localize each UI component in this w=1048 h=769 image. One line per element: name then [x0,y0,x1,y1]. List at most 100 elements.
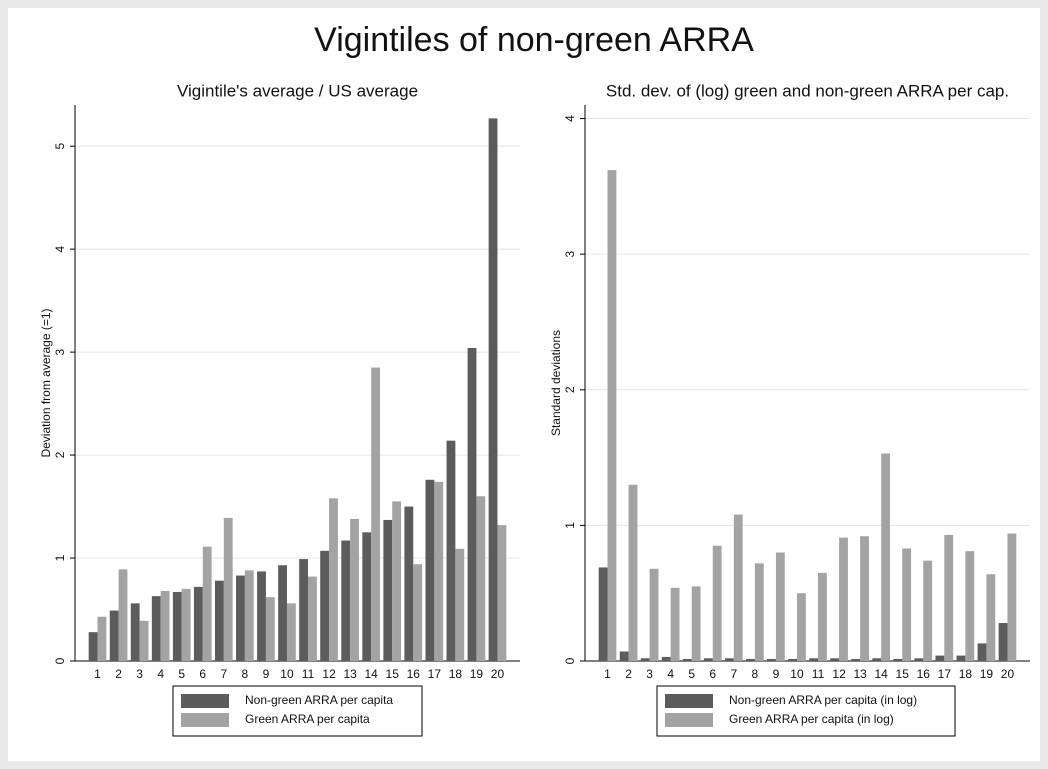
bar [754,563,764,661]
x-tick-label: 12 [832,667,846,681]
bar [767,658,776,661]
x-tick-label: 16 [407,667,421,681]
bar [265,597,275,661]
bar [977,643,987,661]
bar [712,545,722,661]
bar [965,551,975,661]
y-tick-label: 4 [563,115,577,122]
bar [181,588,191,661]
x-tick-label: 4 [667,667,674,681]
x-tick-label: 1 [604,667,611,681]
legend-label: Non-green ARRA per capita [245,693,393,707]
x-tick-label: 17 [428,667,442,681]
bar [944,534,954,661]
bar [902,548,912,661]
bar [691,586,701,661]
bar [956,655,966,661]
chart-title: Std. dev. of (log) green and non-green A… [606,81,1009,100]
x-tick-label: 19 [980,667,994,681]
y-tick-label: 1 [53,554,67,561]
y-tick-label: 5 [53,143,67,150]
bar [649,568,659,661]
x-tick-label: 8 [752,667,759,681]
x-tick-label: 2 [625,667,632,681]
bar [341,540,351,661]
bar [193,586,203,661]
legend-box [172,685,423,737]
bar [818,572,827,661]
bar [851,658,861,661]
bar [703,658,713,661]
bar [425,479,435,661]
x-tick-label: 6 [199,667,206,681]
legend-label: Non-green ARRA per capita (in log) [729,693,917,707]
y-axis-label: Standard deviations [549,330,563,436]
bar [88,632,98,661]
legend-label: Green ARRA per capita (in log) [729,712,894,726]
bar [733,514,743,661]
x-tick-label: 10 [280,667,294,681]
x-tick-label: 6 [709,667,716,681]
bar [607,170,617,661]
x-tick-label: 11 [812,667,825,681]
bar [746,658,755,661]
bar [860,536,869,661]
bar [497,525,507,661]
bar [118,569,128,661]
bar [286,603,296,661]
bar [172,592,182,661]
chart-title: Vigintile's average / US average [177,81,418,100]
x-tick-label: 20 [1001,667,1015,681]
bar [236,575,245,661]
bar [881,453,891,661]
x-tick-label: 18 [449,667,463,681]
bar [139,620,149,661]
bar [809,658,819,661]
y-tick-label: 0 [563,657,577,664]
bar [914,658,924,661]
y-tick-label: 3 [53,348,67,355]
y-tick-label: 0 [53,657,67,664]
x-tick-label: 3 [136,667,143,681]
bar [1007,533,1017,661]
x-tick-label: 12 [322,667,336,681]
bar [202,546,212,661]
bar [488,118,498,661]
bar [935,655,945,661]
bar [467,347,477,661]
y-tick-label: 1 [563,522,577,529]
x-tick-label: 20 [491,667,505,681]
bar [830,658,840,661]
x-tick-label: 7 [730,667,737,681]
bar [598,567,608,661]
bar [839,537,848,661]
x-tick-label: 5 [688,667,695,681]
bar [923,560,933,661]
x-tick-label: 5 [178,667,185,681]
bar [278,565,287,661]
x-tick-label: 16 [917,667,931,681]
bar [109,610,119,661]
bar [214,580,224,661]
bar [160,590,170,661]
bar [383,519,393,661]
legend-swatch [181,694,229,708]
bar [775,552,785,661]
x-tick-label: 18 [959,667,973,681]
bar [371,367,381,661]
legend-swatch [181,713,229,727]
x-tick-label: 14 [364,667,378,681]
bar [682,658,692,661]
bar [362,532,372,661]
bar [151,596,161,661]
bar [893,658,903,661]
bar [329,498,338,661]
x-tick-label: 9 [773,667,780,681]
bar [476,496,486,661]
bar [308,576,317,661]
y-axis-label: Deviation from average (=1) [39,308,53,457]
bar [670,587,680,661]
x-tick-label: 15 [386,667,400,681]
y-tick-label: 2 [53,451,67,458]
